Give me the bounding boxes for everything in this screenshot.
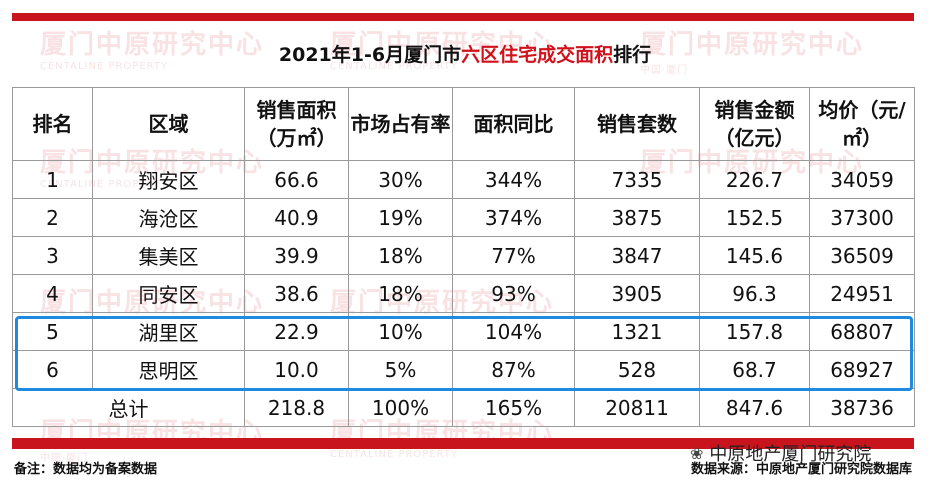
total-share: 100% [348, 388, 453, 427]
brand-label: ❀ 中原地产厦门研究院 [690, 440, 871, 466]
cell-amount: 157.8 [699, 312, 810, 351]
header-row: 排名 区域 销售面积（万㎡） 市场占有率 面积同比 销售套数 销售金额（亿元） … [12, 87, 915, 161]
header-amount: 销售金额（亿元） [699, 87, 810, 161]
cell-avg-price: 68807 [809, 312, 915, 351]
header-share: 市场占有率 [348, 87, 453, 161]
cell-yoy: 344% [452, 160, 575, 199]
cell-sales-area: 22.9 [244, 312, 349, 351]
cell-sales-area: 10.0 [244, 350, 349, 389]
total-yoy: 165% [452, 388, 575, 427]
title-highlight: 六区住宅成交面积 [461, 44, 614, 66]
cell-area: 翔安区 [92, 160, 245, 199]
cell-amount: 226.7 [699, 160, 810, 199]
cell-yoy: 93% [452, 274, 575, 313]
cell-amount: 68.7 [699, 350, 810, 389]
cell-yoy: 77% [452, 236, 575, 275]
cell-rank: 4 [12, 274, 93, 313]
total-row: 总计 218.8 100% 165% 20811 847.6 38736 [12, 388, 915, 427]
cell-share: 19% [348, 198, 453, 237]
header-rank: 排名 [12, 87, 93, 161]
cell-units: 3905 [574, 274, 700, 313]
total-label: 总计 [12, 388, 245, 427]
cell-share: 18% [348, 236, 453, 275]
cell-sales-area: 40.9 [244, 198, 349, 237]
total-units: 20811 [574, 388, 700, 427]
header-avg-price: 均价（元/㎡） [809, 87, 915, 161]
total-amount: 847.6 [699, 388, 810, 427]
cell-area: 同安区 [92, 274, 245, 313]
cell-sales-area: 66.6 [244, 160, 349, 199]
bottom-red-bar [12, 438, 914, 449]
cell-share: 30% [348, 160, 453, 199]
cell-yoy: 374% [452, 198, 575, 237]
cell-avg-price: 36509 [809, 236, 915, 275]
table-row: 2 海沧区 40.9 19% 374% 3875 152.5 37300 [12, 198, 915, 237]
cell-units: 3847 [574, 236, 700, 275]
table-row: 3 集美区 39.9 18% 77% 3847 145.6 36509 [12, 236, 915, 275]
cell-rank: 2 [12, 198, 93, 237]
table-row: 6 思明区 10.0 5% 87% 528 68.7 68927 [12, 350, 915, 389]
cell-sales-area: 39.9 [244, 236, 349, 275]
cell-area: 湖里区 [92, 312, 245, 351]
top-red-bar [12, 13, 914, 21]
cell-units: 528 [574, 350, 700, 389]
cell-area: 思明区 [92, 350, 245, 389]
cell-share: 5% [348, 350, 453, 389]
wechat-icon: ❀ [690, 443, 704, 463]
cell-avg-price: 24951 [809, 274, 915, 313]
cell-units: 7335 [574, 160, 700, 199]
cell-rank: 1 [12, 160, 93, 199]
cell-rank: 6 [12, 350, 93, 389]
header-units: 销售套数 [574, 87, 700, 161]
table-row: 1 翔安区 66.6 30% 344% 7335 226.7 34059 [12, 160, 915, 199]
total-sales-area: 218.8 [244, 388, 349, 427]
cell-share: 18% [348, 274, 453, 313]
cell-amount: 96.3 [699, 274, 810, 313]
cell-amount: 145.6 [699, 236, 810, 275]
table-row: 4 同安区 38.6 18% 93% 3905 96.3 24951 [12, 274, 915, 313]
cell-avg-price: 68927 [809, 350, 915, 389]
cell-rank: 5 [12, 312, 93, 351]
cell-share: 10% [348, 312, 453, 351]
footnote-remark: 备注：数据均为备案数据 [14, 462, 158, 477]
header-area: 区域 [92, 87, 245, 161]
cell-units: 3875 [574, 198, 700, 237]
cell-avg-price: 37300 [809, 198, 915, 237]
brand-text: 中原地产厦门研究院 [709, 444, 872, 465]
page-title: 2021年1-6月厦门市六区住宅成交面积排行 [0, 40, 930, 67]
cell-area: 集美区 [92, 236, 245, 275]
table-row: 5 湖里区 22.9 10% 104% 1321 157.8 68807 [12, 312, 915, 351]
cell-amount: 152.5 [699, 198, 810, 237]
header-sales-area: 销售面积（万㎡） [244, 87, 349, 161]
ranking-table: 排名 区域 销售面积（万㎡） 市场占有率 面积同比 销售套数 销售金额（亿元） … [12, 87, 915, 427]
total-avg-price: 38736 [809, 388, 915, 427]
cell-rank: 3 [12, 236, 93, 275]
cell-sales-area: 38.6 [244, 274, 349, 313]
cell-yoy: 104% [452, 312, 575, 351]
cell-units: 1321 [574, 312, 700, 351]
cell-area: 海沧区 [92, 198, 245, 237]
title-suffix: 排行 [613, 44, 652, 66]
cell-yoy: 87% [452, 350, 575, 389]
cell-avg-price: 34059 [809, 160, 915, 199]
footnote-source: 数据来源：中原地产厦门研究院数据库 [690, 462, 912, 477]
title-prefix: 2021年1-6月厦门市 [278, 44, 462, 66]
header-yoy: 面积同比 [452, 87, 575, 161]
